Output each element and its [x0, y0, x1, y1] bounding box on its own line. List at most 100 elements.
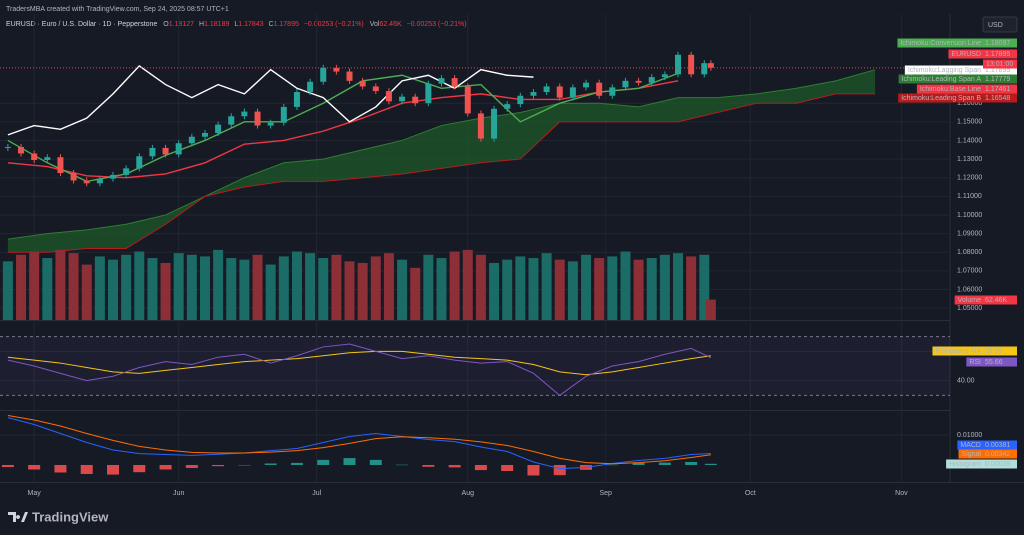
tag-name: Ichimoku:Base Line	[920, 86, 981, 93]
tag-value-box	[983, 357, 1017, 367]
histogram-bar	[685, 461, 698, 465]
tag-value-box	[983, 93, 1017, 103]
tag-value-box	[983, 49, 1017, 59]
volume-bar	[357, 262, 368, 320]
candle	[569, 87, 576, 98]
y-tick-label: 1.16000	[957, 100, 982, 107]
tag-value-box	[983, 449, 1017, 459]
candle	[635, 80, 642, 83]
volume-bar	[94, 256, 105, 320]
candle	[254, 111, 261, 126]
y-tick-label: 1.11000	[957, 193, 982, 200]
tag-value: 1.17461	[985, 86, 1010, 93]
tag-name: RSI-based MA	[935, 348, 981, 355]
candle	[4, 146, 11, 148]
y-tick-label: 1.13000	[957, 156, 982, 163]
volume-bar	[147, 258, 158, 320]
candle	[622, 80, 629, 88]
volume-bar	[673, 253, 684, 320]
tag-value: 0.00381	[985, 442, 1010, 449]
histogram-bar	[159, 464, 172, 470]
tag-name-box	[897, 38, 983, 48]
candle	[583, 82, 590, 88]
volume-bar	[528, 258, 539, 320]
logo-text: TradingView	[32, 509, 109, 524]
candle	[596, 82, 603, 96]
candle	[44, 157, 51, 161]
volume-bar	[383, 253, 394, 320]
candle	[438, 78, 445, 84]
tag-name: Ichimoku:Leading Span A	[902, 76, 982, 83]
tag-value: 0.00342	[985, 451, 1010, 458]
legend-key: Vol	[370, 21, 380, 28]
volume-bar	[29, 251, 40, 320]
volume-bar	[475, 254, 486, 320]
logo-icon	[8, 512, 28, 522]
y-tick-label: 1.12000	[957, 175, 982, 182]
candle	[57, 157, 64, 174]
legend-value: 1.17843	[238, 21, 263, 28]
volume-bar	[567, 261, 578, 320]
currency-box[interactable]	[982, 16, 1018, 33]
ichimoku-cloud	[7, 69, 876, 253]
volume-bar	[134, 251, 145, 320]
volume-bar	[410, 267, 421, 320]
tag-value: 1.17895	[985, 51, 1010, 58]
legend-value: 1.17895	[274, 21, 299, 28]
volume-bar	[265, 264, 276, 320]
histogram-bar	[369, 459, 382, 465]
ichimoku-line	[7, 65, 534, 136]
candle	[215, 124, 222, 133]
volume-bar	[423, 254, 434, 320]
volume-bar	[55, 249, 66, 320]
volume-bar	[278, 256, 289, 320]
tag-name: Volume	[958, 297, 981, 304]
currency[interactable]: USD	[988, 22, 1003, 29]
volume-bar	[121, 254, 132, 320]
candle	[188, 136, 195, 144]
tag-name: MACD	[960, 442, 981, 449]
legend-change: −0.00253 (−0.21%)	[407, 21, 467, 28]
tag-name: RSI	[969, 359, 981, 366]
candle	[477, 113, 484, 139]
tag-value-box	[983, 295, 1017, 305]
candle	[648, 77, 655, 83]
candle	[707, 63, 714, 68]
candle	[162, 147, 169, 155]
histogram-bar	[527, 464, 540, 476]
volume-bar	[699, 254, 710, 320]
candle	[425, 83, 432, 104]
volume-bar	[705, 299, 716, 320]
candle	[359, 80, 366, 87]
histogram-bar	[212, 464, 225, 467]
candle	[688, 54, 695, 75]
tag-name: Ichimoku:Lagging Span	[908, 67, 981, 74]
tag-value: 1.17779	[985, 76, 1010, 83]
volume-bar	[541, 253, 552, 320]
volume-bar	[226, 258, 237, 320]
volume-bar	[186, 254, 197, 320]
legend-value: 1.18127	[169, 21, 194, 28]
volume-bar	[173, 253, 184, 320]
histogram-bar	[704, 463, 717, 465]
volume-bar	[331, 254, 342, 320]
tag-name-box	[946, 459, 983, 469]
tag-value: 1.17895	[985, 67, 1010, 74]
volume-bar	[305, 253, 316, 320]
axis-labels: May Jun Jul Aug Sep Oct Nov 1.05000 1.06000 1.070…	[28, 38, 1017, 497]
candle	[399, 96, 406, 102]
volume-bar	[594, 258, 605, 320]
histogram-bar	[264, 463, 277, 465]
histogram-bar	[396, 464, 409, 466]
candle	[83, 180, 90, 184]
candle	[293, 92, 300, 107]
indicator-line	[7, 350, 711, 376]
histogram-bar	[80, 464, 93, 474]
volume-bar	[252, 254, 263, 320]
y-tick-label: 1.15000	[957, 119, 982, 126]
tag-name: Ichimoku:Leading Span B	[901, 95, 981, 102]
candle	[31, 153, 38, 161]
histogram-bar	[658, 462, 671, 465]
tag-name-box	[898, 74, 983, 84]
